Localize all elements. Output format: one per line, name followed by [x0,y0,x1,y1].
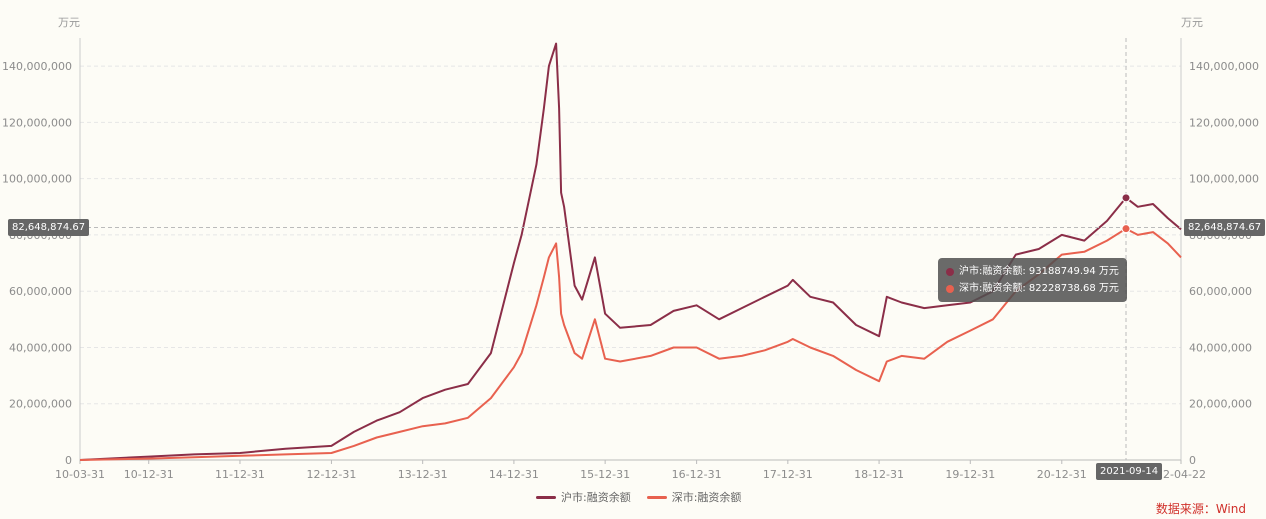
y-tick-label-right: 0 [1189,454,1196,467]
y-tick-label-right: 60,000,000 [1189,285,1252,298]
y-tick-label-left: 40,000,000 [9,341,72,354]
grid-lines [80,65,1181,405]
crosshair-value-label-right: 82,648,874.67 [1184,219,1266,237]
y-unit-right: 万元 [1181,16,1203,29]
x-tick-label: 12-12-31 [306,468,356,481]
y-tick-label-left: 100,000,000 [2,173,72,186]
x-tick-label: 16-12-31 [672,468,722,481]
legend-item-sz[interactable]: 深市:融资余额 [646,489,742,505]
series-line-sh [79,42,1182,461]
x-tick-label: 10-12-31 [124,468,174,481]
tooltip: 沪市:融资余额: 93188749.94 万元 深市:融资余额: 8222873… [938,258,1127,302]
axes: 0 0 20,000,000 20,000,000 40,000,000 40,000,0… [2,16,1259,481]
crosshair-point-sh [1121,193,1131,203]
y-unit-left: 万元 [58,16,80,29]
y-tick-label-right: 140,000,000 [1189,60,1259,73]
series-lines [79,42,1182,461]
x-tick-label: 22-04-22 [1156,468,1206,481]
x-tick-label: 18-12-31 [854,468,904,481]
tooltip-dot-sz [946,284,954,293]
tooltip-row-sz: 深市:融资余额: 82228738.68 万元 [946,280,1119,297]
legend-swatch-sh [536,495,556,499]
y-tick-label-left: 120,000,000 [2,116,72,129]
tooltip-text-sz: 深市:融资余额: 82228738.68 万元 [959,283,1119,294]
legend-swatch-sz [646,495,667,499]
x-tick-label: 13-12-31 [398,468,448,481]
y-tick-label-left: 140,000,000 [2,60,72,73]
crosshair-point-sz [1121,224,1131,234]
x-tick-label: 10-03-31 [55,468,105,481]
x-tick-label: 14-12-31 [489,468,539,481]
tooltip-row-sh: 沪市:融资余额: 93188749.94 万元 [946,263,1119,280]
crosshair [80,38,1181,460]
legend-item-sh[interactable]: 沪市:融资余额 [536,489,631,505]
legend-label-sz: 深市:融资余额 [671,491,742,504]
y-tick-label-right: 100,000,000 [1189,173,1259,186]
data-source: 数据来源：Wind [1155,502,1246,516]
tooltip-text-sh: 沪市:融资余额: 93188749.94 万元 [959,266,1119,277]
crosshair-date-label: 2021-09-14 [1096,463,1163,480]
legend: 沪市:融资余额 深市:融资余额 [536,489,741,505]
y-tick-label-right: 20,000,000 [1189,398,1252,411]
y-tick-label-left: 20,000,000 [9,398,72,411]
legend-label-sh: 沪市:融资余额 [561,491,631,504]
y-tick-label-left: 60,000,000 [9,285,72,298]
x-tick-label: 15-12-31 [580,468,630,481]
x-tick-label: 20-12-31 [1037,468,1087,481]
x-tick-label: 19-12-31 [945,468,995,481]
crosshair-value-label-left: 82,648,874.67 [8,219,90,237]
y-tick-label-right: 120,000,000 [1189,116,1259,129]
x-tick-label: 17-12-31 [763,468,813,481]
tooltip-dot-sh [946,267,954,276]
y-tick-label-right: 40,000,000 [1189,341,1252,354]
y-tick-label-left: 0 [65,454,72,467]
x-tick-label: 11-12-31 [215,468,265,481]
